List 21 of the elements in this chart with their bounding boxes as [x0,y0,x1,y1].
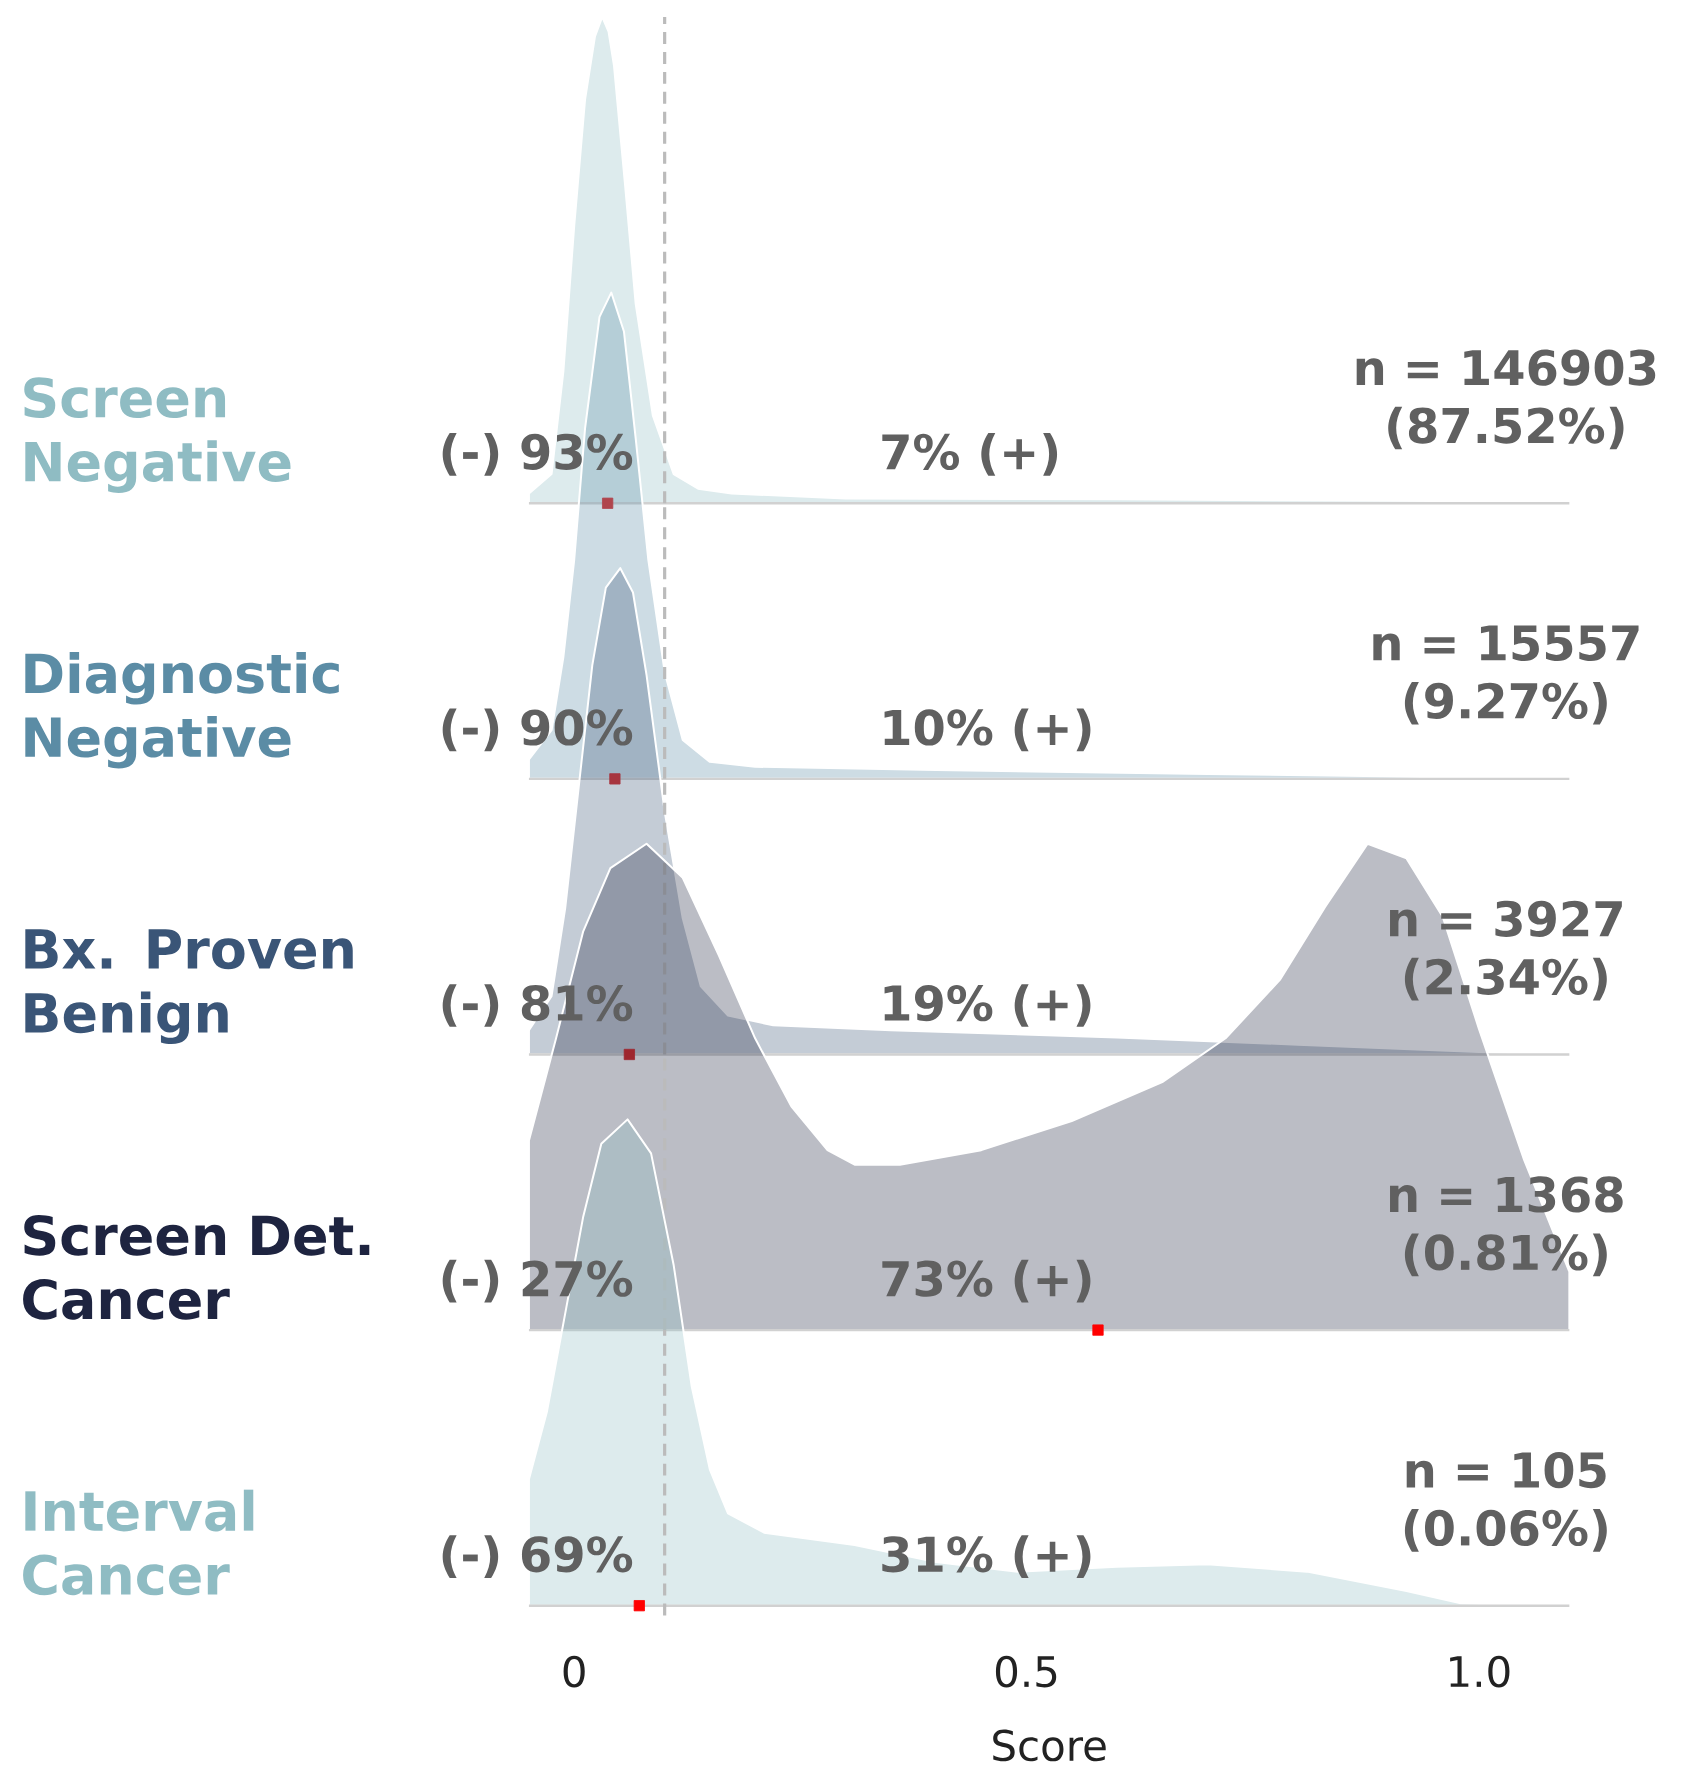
annotation: 10% (+) [884,708,1091,752]
annotation: (-) 93% [442,432,633,476]
annotation: n = 146903 (87.52%) [1356,349,1656,450]
annotation: n = 105 (0.06%) [1405,1451,1608,1552]
x-tick-label: 0 [563,1655,585,1688]
x-tick-label: 1.0 [1450,1655,1510,1688]
annotation: n = 15557 (9.27%) [1373,625,1639,725]
annotation: (-) 90% [442,708,633,752]
annotation: 7% (+) [882,432,1058,476]
annotation: (-) 69% [442,1535,633,1579]
annotation: 31% (+) [882,1535,1091,1579]
annotation: 19% (+) [884,984,1091,1027]
text: Diagnostic Negative [25,651,340,769]
annotation: n = 3927 (2.34%) [1390,900,1623,1001]
text: Bx. Proven Benign [25,929,353,1045]
text: Interval Cancer [23,1489,254,1596]
text: Screen Negative [24,377,291,493]
annotation: 73% (+) [882,1259,1091,1303]
text: Screen Det. Cancer [23,1214,370,1320]
x-axis-title: Score [993,1729,1106,1762]
x-tick-label: 0.5 [996,1655,1057,1688]
